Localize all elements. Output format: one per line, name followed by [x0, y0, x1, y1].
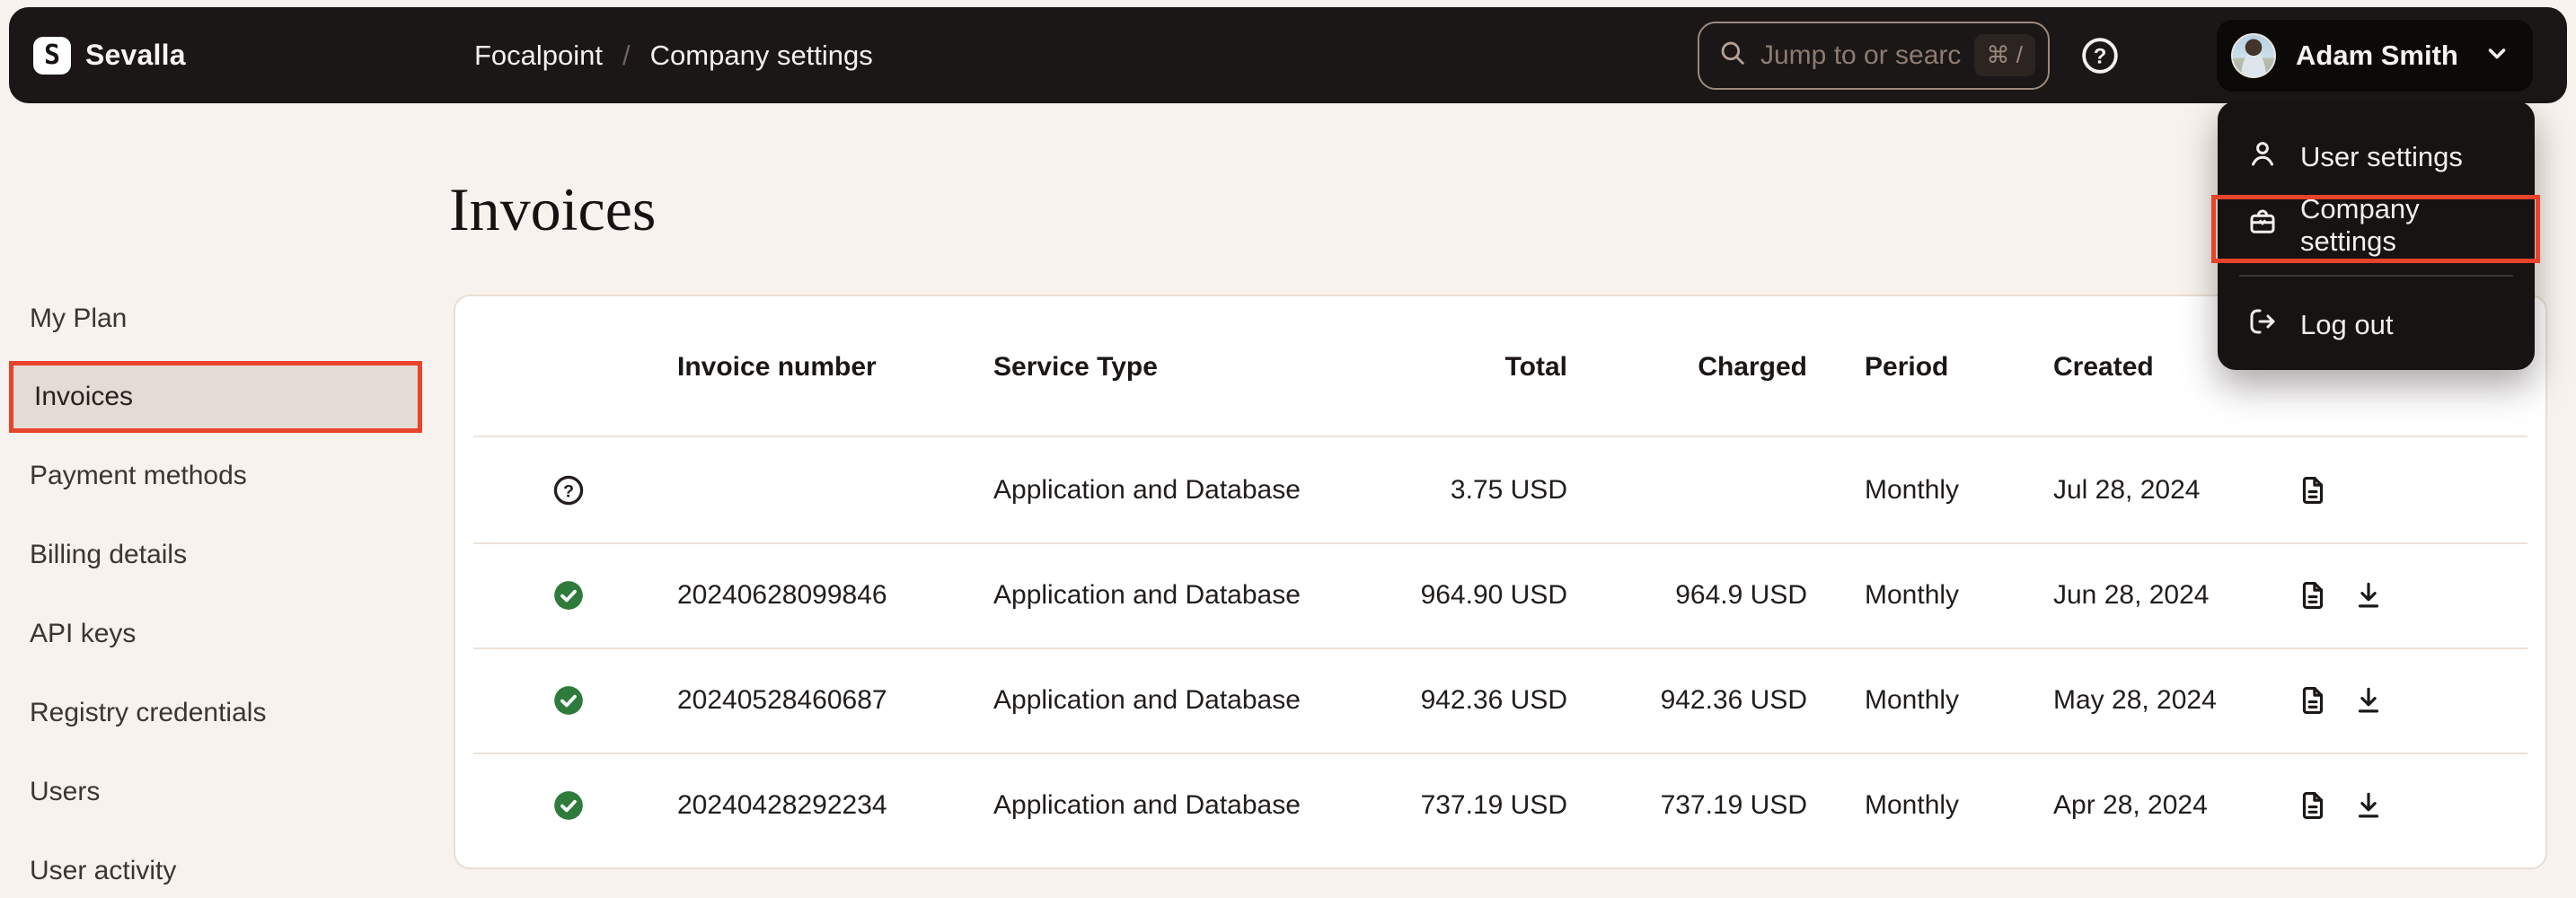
menu-item-label: Company settings	[2300, 193, 2420, 257]
view-invoice-icon[interactable]	[2293, 471, 2333, 510]
invoice-created: Jul 28, 2024	[2053, 474, 2201, 505]
breadcrumb-separator: /	[622, 39, 631, 71]
sidebar-item-registry-credentials[interactable]: Registry credentials	[0, 686, 422, 740]
status-paid-check-icon	[551, 788, 587, 823]
status-paid-check-icon	[551, 682, 587, 718]
svg-text:?: ?	[2094, 44, 2107, 68]
column-header-created: Created	[2053, 351, 2154, 382]
settings-sidebar: My Plan Invoices Payment methods Billing…	[0, 103, 454, 885]
row-divider	[473, 647, 2527, 649]
invoices-card: Invoice number Service Type Total Charge…	[454, 295, 2547, 869]
invoice-charged: 737.19 USD	[1660, 789, 1807, 820]
service-type: Application and Database	[993, 474, 1301, 505]
invoice-charged: 942.36 USD	[1660, 684, 1807, 715]
invoice-total: 3.75 USD	[1450, 474, 1567, 505]
invoice-created: Apr 28, 2024	[2053, 789, 2208, 820]
invoice-total: 942.36 USD	[1420, 684, 1567, 715]
status-pending-help-icon[interactable]: ?	[551, 472, 587, 508]
row-divider	[473, 753, 2527, 754]
column-header-invoice-number: Invoice number	[677, 351, 877, 382]
user-menu-button[interactable]: Adam Smith	[2217, 19, 2533, 92]
column-header-service-type: Service Type	[993, 351, 1158, 382]
download-invoice-icon[interactable]	[2349, 576, 2388, 615]
sidebar-item-invoices[interactable]: Invoices	[9, 361, 422, 433]
sevalla-logo-icon: S	[33, 36, 71, 75]
table-row: 20240528460687 Application and Database …	[455, 647, 2545, 753]
global-search[interactable]: ⌘ /	[1698, 21, 2050, 90]
invoice-created: May 28, 2024	[2053, 684, 2217, 715]
invoice-total: 737.19 USD	[1420, 789, 1567, 820]
app-window: S Sevalla Focalpoint / Company settings …	[0, 7, 2567, 885]
invoice-created: Jun 28, 2024	[2053, 579, 2210, 610]
sidebar-item-billing-details[interactable]: Billing details	[0, 528, 422, 582]
invoice-number: 20240628099846	[677, 579, 887, 610]
search-shortcut-badge: ⌘ /	[1973, 34, 2035, 76]
sidebar-item-label: Users	[30, 777, 101, 806]
invoice-number: 20240528460687	[677, 684, 887, 715]
log-out-icon	[2246, 305, 2279, 345]
top-navigation-bar: S Sevalla Focalpoint / Company settings …	[9, 7, 2567, 103]
sidebar-item-user-activity[interactable]: User activity	[0, 844, 422, 898]
help-button[interactable]: ?	[2078, 33, 2122, 78]
sidebar-item-users[interactable]: Users	[0, 765, 422, 819]
service-type: Application and Database	[993, 684, 1301, 715]
breadcrumb: Focalpoint / Company settings	[474, 40, 873, 72]
invoice-period: Monthly	[1865, 789, 1960, 820]
table-row: 20240628099846 Application and Database …	[455, 542, 2545, 647]
invoice-period: Monthly	[1865, 474, 1960, 505]
search-icon	[1717, 38, 1748, 73]
menu-item-company-settings[interactable]: Company settings	[2218, 191, 2535, 260]
breadcrumb-project[interactable]: Focalpoint	[474, 39, 604, 71]
view-invoice-icon[interactable]	[2293, 786, 2333, 825]
search-input[interactable]	[1760, 40, 1962, 71]
user-icon	[2246, 137, 2279, 177]
app-name: Sevalla	[85, 39, 186, 71]
sidebar-item-label: Registry credentials	[30, 698, 267, 727]
invoice-charged: 964.9 USD	[1675, 579, 1807, 610]
invoice-period: Monthly	[1865, 684, 1960, 715]
service-type: Application and Database	[993, 789, 1301, 820]
chevron-down-icon	[2481, 37, 2513, 74]
breadcrumb-page[interactable]: Company settings	[649, 39, 873, 71]
view-invoice-icon[interactable]	[2293, 681, 2333, 720]
sidebar-item-label: My Plan	[30, 304, 128, 333]
column-header-charged: Charged	[1698, 351, 1807, 382]
invoice-number: 20240428292234	[677, 789, 887, 820]
view-invoice-icon[interactable]	[2293, 576, 2333, 615]
sidebar-item-api-keys[interactable]: API keys	[0, 607, 422, 661]
menu-item-label: User settings	[2300, 141, 2463, 172]
briefcase-icon	[2246, 206, 2279, 245]
sidebar-item-label: User activity	[30, 856, 177, 885]
status-paid-check-icon	[551, 577, 587, 613]
user-dropdown-menu: User settings Company settings Log out	[2218, 101, 2535, 370]
download-invoice-icon[interactable]	[2349, 786, 2388, 825]
svg-text:?: ?	[563, 481, 574, 501]
column-header-period: Period	[1865, 351, 1949, 382]
avatar	[2231, 32, 2276, 78]
service-type: Application and Database	[993, 579, 1301, 610]
sidebar-item-label: API keys	[30, 619, 137, 648]
invoice-total: 964.90 USD	[1420, 579, 1567, 610]
sidebar-item-label: Payment methods	[30, 461, 247, 490]
menu-item-label: Log out	[2300, 309, 2394, 340]
column-header-total: Total	[1504, 351, 1567, 382]
table-row: 20240428292234 Application and Database …	[455, 753, 2545, 858]
download-invoice-icon[interactable]	[2349, 681, 2388, 720]
table-row: ? Application and Database 3.75 USD Mont…	[455, 437, 2545, 542]
invoice-period: Monthly	[1865, 579, 1960, 610]
menu-divider	[2239, 275, 2513, 277]
menu-item-log-out[interactable]: Log out	[2218, 291, 2535, 359]
sidebar-item-my-plan[interactable]: My Plan	[0, 292, 422, 346]
app-logo[interactable]: S Sevalla	[33, 36, 186, 75]
menu-item-user-settings[interactable]: User settings	[2218, 123, 2535, 191]
sidebar-item-label: Invoices	[34, 382, 134, 411]
sidebar-item-payment-methods[interactable]: Payment methods	[0, 449, 422, 503]
row-divider	[473, 542, 2527, 544]
page-title: Invoices	[449, 175, 657, 243]
sidebar-item-label: Billing details	[30, 540, 188, 569]
table-header-row: Invoice number Service Type Total Charge…	[455, 296, 2545, 437]
user-name: Adam Smith	[2296, 39, 2458, 71]
